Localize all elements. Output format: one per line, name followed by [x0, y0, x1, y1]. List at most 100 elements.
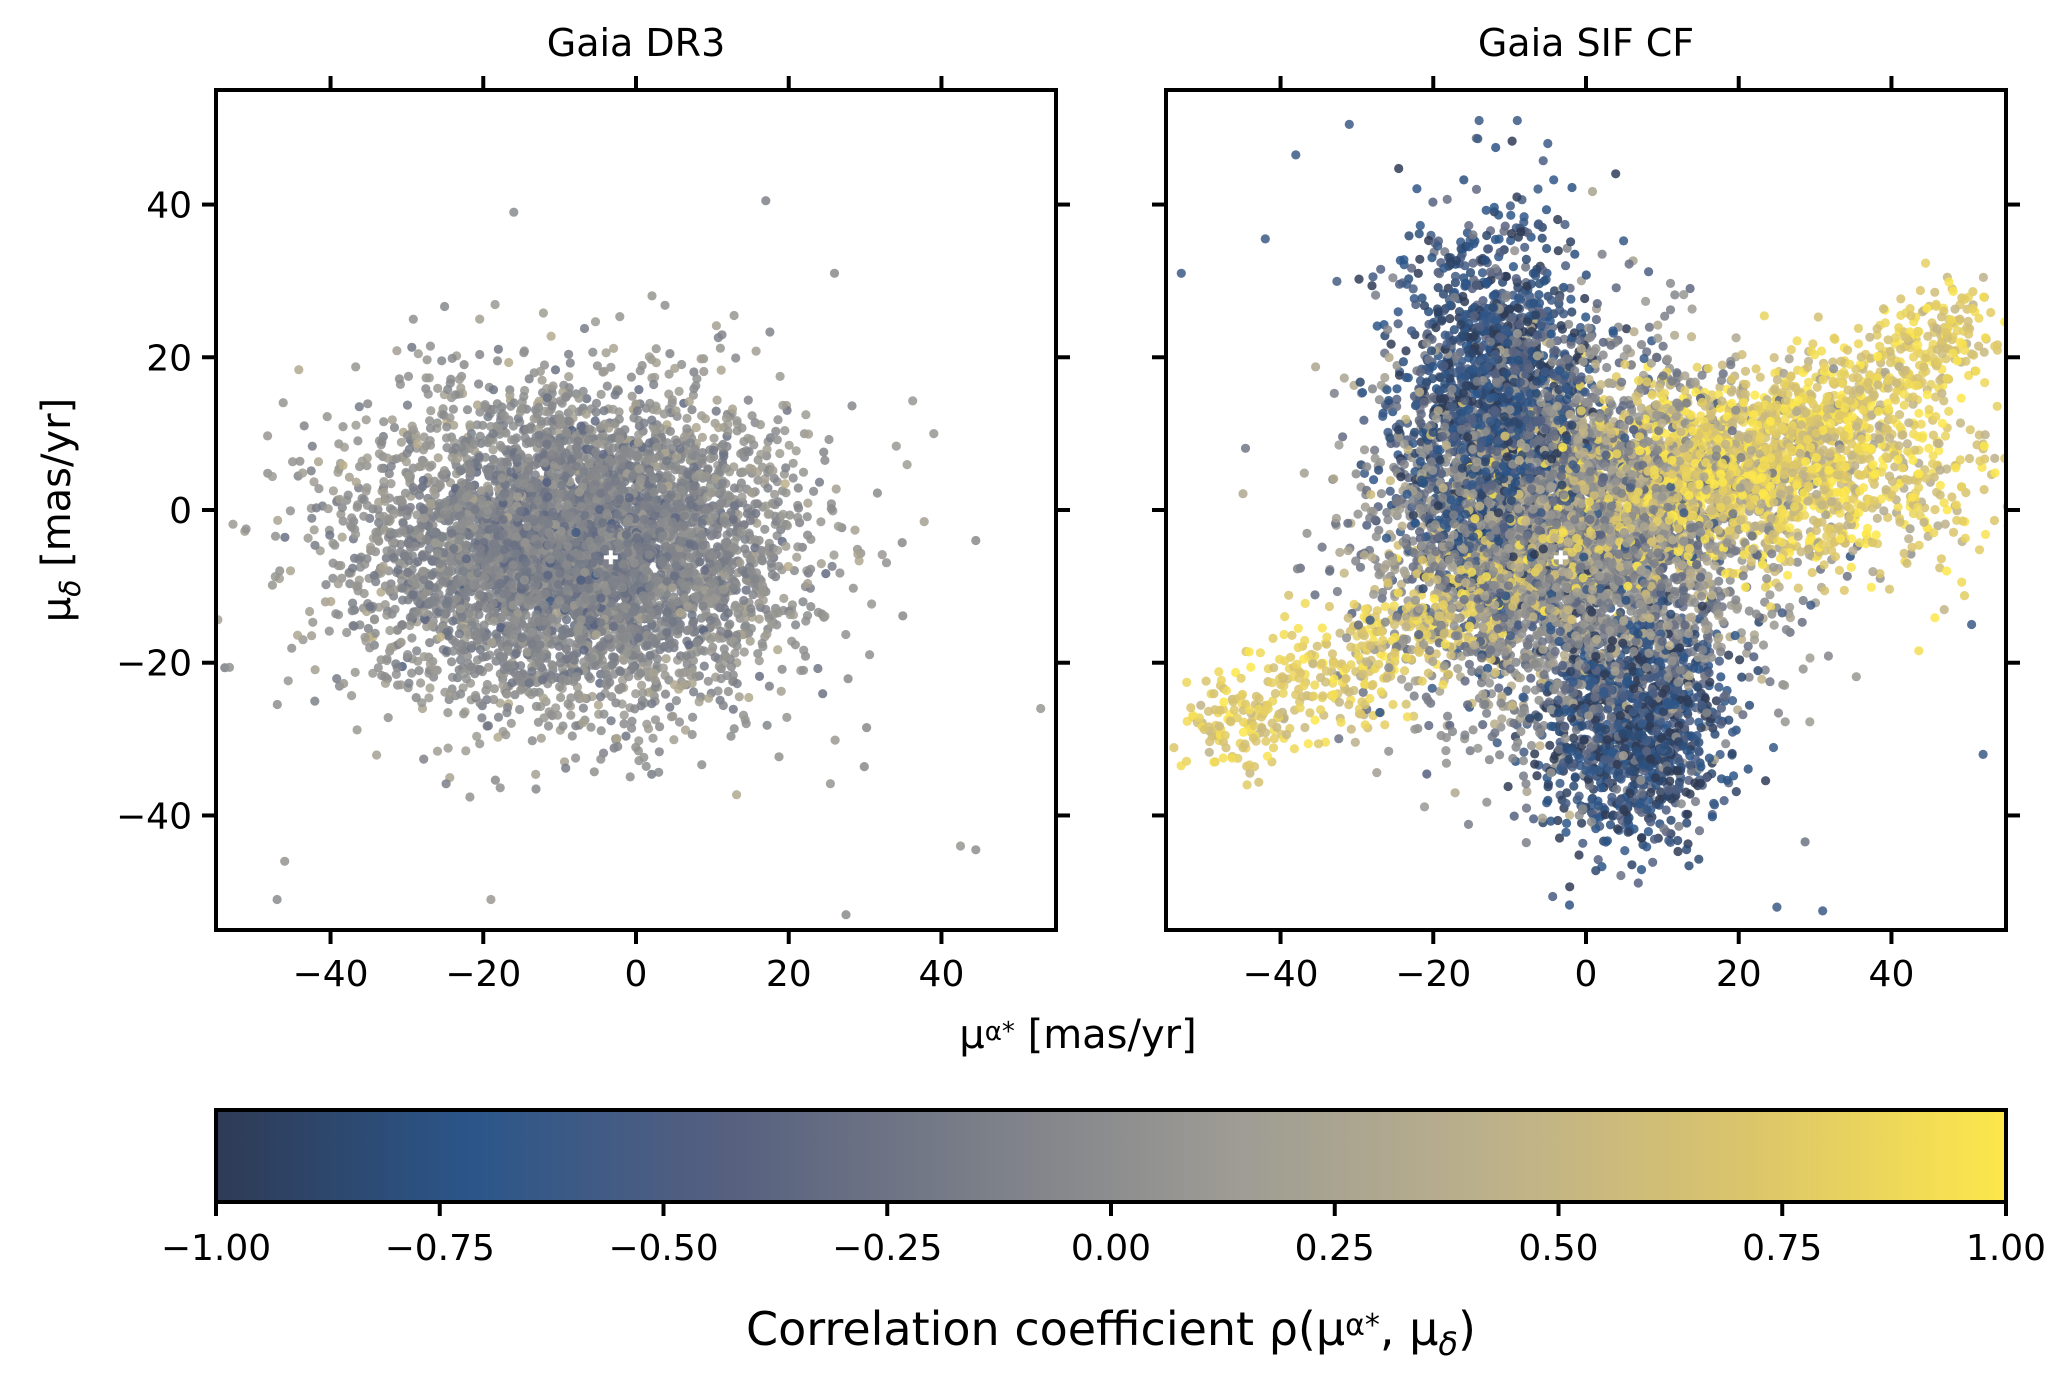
left-data-point: [792, 552, 802, 562]
left-data-point: [461, 746, 471, 756]
left-data-point: [403, 567, 413, 578]
left-data-point: [773, 415, 783, 425]
left-data-point: [712, 542, 723, 552]
left-data-point: [339, 442, 349, 452]
left-data-point: [683, 601, 693, 611]
left-data-point: [433, 453, 443, 463]
left-data-point: [338, 460, 348, 470]
left-data-point: [669, 638, 679, 648]
left-data-point: [596, 754, 606, 764]
left-data-point: [664, 369, 674, 379]
left-data-point: [754, 671, 765, 682]
left-data-point: [413, 439, 423, 449]
left-data-point: [765, 327, 775, 337]
left-data-point: [324, 626, 334, 636]
left-data-point: [655, 423, 665, 433]
left-data-point: [435, 632, 445, 642]
left-data-point: [590, 416, 600, 426]
left-data-point: [531, 769, 541, 780]
left-data-point: [379, 487, 389, 497]
left-data-point: [753, 475, 763, 485]
left-data-point: [351, 362, 361, 372]
left-data-point: [687, 729, 697, 740]
left-data-point: [583, 575, 593, 585]
left-data-point: [1036, 703, 1046, 714]
left-data-point: [728, 704, 738, 714]
left-data-point: [711, 321, 722, 331]
left-data-point: [740, 544, 750, 554]
left-data-point: [872, 488, 883, 498]
left-data-point: [723, 686, 734, 697]
left-data-point: [592, 361, 603, 371]
left-data-point: [486, 421, 496, 432]
left-data-point: [440, 609, 451, 619]
left-data-point: [351, 529, 361, 539]
left-data-point: [527, 666, 537, 677]
left-data-point: [798, 597, 808, 607]
left-data-point: [780, 426, 790, 436]
left-data-point: [562, 615, 572, 625]
left-data-point: [531, 701, 542, 712]
left-data-point: [293, 630, 303, 640]
left-data-point: [561, 427, 571, 437]
left-data-point: [523, 453, 534, 463]
left-data-point: [754, 614, 764, 624]
left-data-point: [624, 493, 634, 503]
left-data-point: [443, 743, 453, 753]
left-data-point: [412, 510, 422, 520]
left-data-point: [748, 590, 758, 600]
left-data-point: [443, 596, 453, 606]
left-data-point: [397, 497, 407, 507]
left-data-point: [714, 661, 724, 672]
left-data-point: [647, 415, 657, 425]
left-data-point: [532, 409, 543, 419]
left-data-point: [589, 767, 599, 777]
left-data-point: [405, 620, 415, 631]
left-data-point: [630, 483, 640, 493]
left-data-point: [741, 585, 751, 595]
left-data-point: [474, 609, 484, 620]
left-data-point: [466, 428, 476, 438]
left-data-point: [753, 455, 763, 465]
left-data-point: [737, 492, 747, 502]
left-data-point: [898, 611, 908, 621]
left-data-point: [555, 439, 565, 449]
left-data-point: [398, 518, 408, 528]
left-data-point: [425, 423, 436, 433]
left-data-point: [470, 631, 481, 641]
left-data-point: [599, 366, 609, 376]
left-data-point: [830, 735, 840, 745]
left-data-point: [379, 417, 389, 427]
left-data-point: [365, 602, 375, 612]
left-data-point: [414, 462, 424, 472]
left-data-point: [745, 554, 755, 564]
left-data-point: [347, 513, 357, 523]
left-data-point: [626, 576, 636, 586]
left-data-point: [710, 652, 720, 662]
left-data-point: [749, 440, 759, 450]
left-data-point: [272, 699, 282, 710]
left-data-point: [228, 519, 238, 529]
left-data-point: [547, 614, 557, 624]
left-data-point: [361, 415, 371, 425]
left-data-point: [321, 580, 331, 590]
left-data-point: [363, 623, 373, 634]
left-data-point: [299, 421, 309, 431]
left-data-point: [591, 454, 601, 464]
left-data-point: [659, 508, 669, 518]
left-data-point: [372, 750, 382, 760]
left-data-point: [224, 662, 235, 673]
left-data-point: [525, 438, 536, 448]
left-data-point: [638, 688, 648, 698]
left-data-point: [555, 489, 565, 499]
left-data-point: [418, 445, 429, 455]
left-data-point: [434, 589, 444, 599]
left-data-point: [829, 268, 840, 278]
left-data-point: [739, 436, 749, 447]
left-data-point: [675, 607, 685, 618]
left-data-point: [647, 291, 657, 301]
left-data-point: [595, 504, 605, 515]
left-data-point: [643, 724, 654, 734]
left-data-point: [478, 652, 488, 662]
left-data-point: [929, 429, 939, 439]
